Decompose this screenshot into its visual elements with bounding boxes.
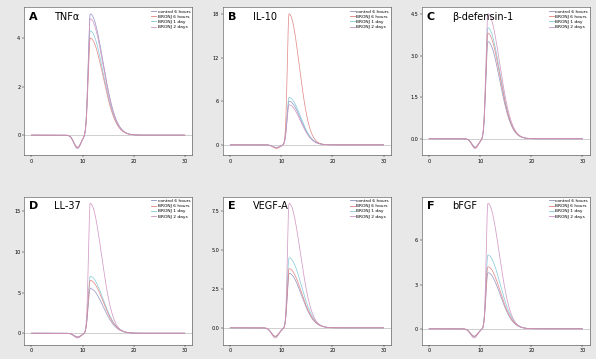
Text: TNFα: TNFα bbox=[54, 11, 79, 22]
Text: A: A bbox=[29, 11, 38, 22]
Text: LL-37: LL-37 bbox=[54, 201, 81, 211]
Text: bFGF: bFGF bbox=[452, 201, 477, 211]
Legend: control 6 hours, BRONJ 6 hours, BRONJ 1 day, BRONJ 2 days: control 6 hours, BRONJ 6 hours, BRONJ 1 … bbox=[547, 197, 589, 220]
Text: B: B bbox=[228, 11, 236, 22]
Text: C: C bbox=[427, 11, 434, 22]
Legend: control 6 hours, BRONJ 6 hours, BRONJ 1 day, BRONJ 2 days: control 6 hours, BRONJ 6 hours, BRONJ 1 … bbox=[149, 8, 192, 31]
Legend: control 6 hours, BRONJ 6 hours, BRONJ 1 day, BRONJ 2 days: control 6 hours, BRONJ 6 hours, BRONJ 1 … bbox=[547, 8, 589, 31]
Text: VEGF-A: VEGF-A bbox=[253, 201, 289, 211]
Legend: control 6 hours, BRONJ 6 hours, BRONJ 1 day, BRONJ 2 days: control 6 hours, BRONJ 6 hours, BRONJ 1 … bbox=[149, 197, 192, 220]
Text: E: E bbox=[228, 201, 235, 211]
Text: F: F bbox=[427, 201, 434, 211]
Legend: control 6 hours, BRONJ 6 hours, BRONJ 1 day, BRONJ 2 days: control 6 hours, BRONJ 6 hours, BRONJ 1 … bbox=[348, 8, 391, 31]
Text: β-defensin-1: β-defensin-1 bbox=[452, 11, 513, 22]
Text: IL-10: IL-10 bbox=[253, 11, 277, 22]
Legend: control 6 hours, BRONJ 6 hours, BRONJ 1 day, BRONJ 2 days: control 6 hours, BRONJ 6 hours, BRONJ 1 … bbox=[348, 197, 391, 220]
Text: D: D bbox=[29, 201, 38, 211]
